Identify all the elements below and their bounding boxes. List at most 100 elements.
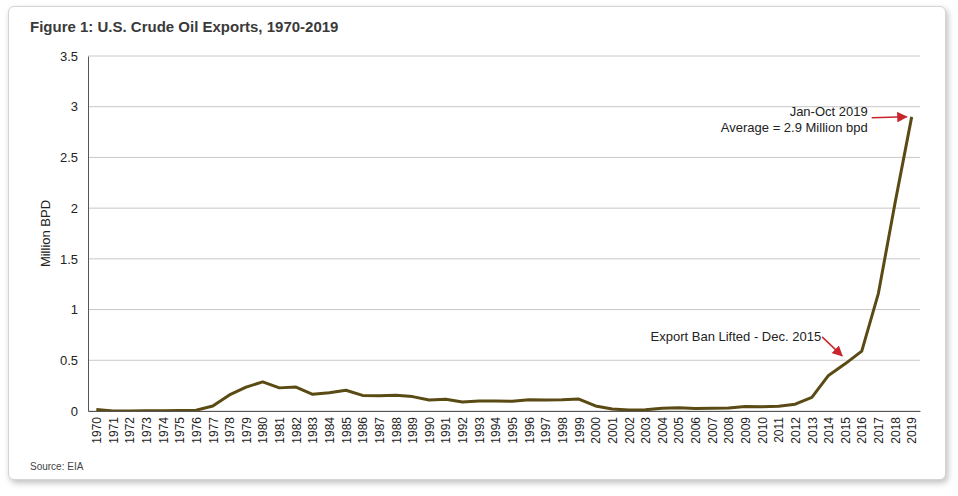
frame xyxy=(8,6,946,480)
x-tick: 2003 xyxy=(639,411,653,444)
annotation-arrow xyxy=(872,117,907,118)
data-line xyxy=(96,117,911,411)
x-tick-label: 2017 xyxy=(872,417,886,444)
grid-line xyxy=(88,309,920,310)
x-tick: 2011 xyxy=(772,411,786,443)
x-tick: 2018 xyxy=(889,411,903,444)
x-tick-label: 1975 xyxy=(173,417,187,444)
x-tick: 2002 xyxy=(623,411,637,444)
x-tick: 2014 xyxy=(822,411,836,444)
x-tick-label: 1982 xyxy=(290,417,304,444)
x-tick-label: 1974 xyxy=(157,417,171,444)
x-tick: 1989 xyxy=(406,411,420,444)
x-tick: 1975 xyxy=(173,411,187,444)
x-tick: 2008 xyxy=(722,411,736,444)
x-tick-label: 1981 xyxy=(273,417,287,444)
x-tick-label: 2015 xyxy=(839,417,853,444)
x-tick: 1991 xyxy=(439,411,453,444)
x-tick-label: 1998 xyxy=(556,417,570,444)
x-tick: 1998 xyxy=(556,411,570,444)
x-tick-label: 1970 xyxy=(90,417,104,444)
x-tick-label: 2010 xyxy=(756,417,770,444)
x-tick-label: 2009 xyxy=(739,417,753,444)
x-tick-label: 2011 xyxy=(772,417,786,443)
x-tick: 1973 xyxy=(140,411,154,444)
y-tick: 3.5 xyxy=(60,49,88,64)
x-tick: 2000 xyxy=(589,411,603,444)
x-tick-label: 2013 xyxy=(806,417,820,444)
x-tick: 1977 xyxy=(207,411,221,444)
x-tick: 2006 xyxy=(689,411,703,444)
y-axis-title: Million BPD xyxy=(38,200,53,267)
x-tick-label: 2007 xyxy=(706,417,720,444)
x-tick: 1995 xyxy=(506,411,520,444)
x-tick: 2016 xyxy=(855,411,869,444)
x-tick-label: 1977 xyxy=(207,417,221,444)
x-tick: 1983 xyxy=(306,411,320,444)
x-tick-label: 2004 xyxy=(656,417,670,444)
grid-line xyxy=(88,157,920,158)
x-tick: 1982 xyxy=(290,411,304,444)
x-tick-label: 1991 xyxy=(439,417,453,444)
x-tick: 1976 xyxy=(190,411,204,444)
y-tick-label: 0.5 xyxy=(60,353,78,368)
y-tick: 3 xyxy=(71,99,88,114)
x-tick: 2007 xyxy=(706,411,720,444)
x-tick-label: 1994 xyxy=(489,417,503,444)
chart: Figure 1: U.S. Crude Oil Exports, 1970-2… xyxy=(0,0,958,496)
y-tick: 2 xyxy=(71,201,88,216)
title: Figure 1: U.S. Crude Oil Exports, 1970-2… xyxy=(30,18,338,35)
y-tick-label: 3.5 xyxy=(60,49,78,64)
x-tick-label: 2012 xyxy=(789,417,803,444)
x-tick: 2009 xyxy=(739,411,753,444)
grid-line xyxy=(88,208,920,209)
x-tick-label: 1992 xyxy=(456,417,470,444)
x-tick-label: 1983 xyxy=(306,417,320,444)
y-tick-label: 1 xyxy=(71,302,78,317)
x-tick-label: 1987 xyxy=(373,417,387,444)
annotations: Jan-Oct 2019Average = 2.9 Million bpd Exp… xyxy=(651,104,907,356)
x-tick-label: 2008 xyxy=(722,417,736,444)
x-tick-label: 2001 xyxy=(606,417,620,444)
x-tick-label: 2018 xyxy=(889,417,903,444)
x-tick-label: 1972 xyxy=(123,417,137,444)
x-tick-label: 1999 xyxy=(573,417,587,444)
x-tick-label: 1996 xyxy=(523,417,537,444)
y-tick-label: 1.5 xyxy=(60,252,78,267)
grid-line xyxy=(88,56,920,57)
x-tick: 2017 xyxy=(872,411,886,444)
x-tick: 1974 xyxy=(157,411,171,444)
annotation-arrow xyxy=(822,337,842,356)
y-tick: 1.5 xyxy=(60,252,88,267)
x-tick-label: 2002 xyxy=(623,417,637,444)
annotation-text: Jan-Oct 2019 xyxy=(790,104,868,119)
x-tick: 1985 xyxy=(340,411,354,444)
y-tick-label: 3 xyxy=(71,99,78,114)
x-tick: 1970 xyxy=(90,411,104,444)
marks xyxy=(96,117,911,411)
x-tick-label: 1978 xyxy=(223,417,237,444)
y-tick-label: 0 xyxy=(71,404,78,419)
x-tick-label: 1986 xyxy=(356,417,370,444)
x-tick: 1999 xyxy=(573,411,587,444)
x-tick: 2019 xyxy=(905,411,919,444)
x-tick-label: 1990 xyxy=(423,417,437,444)
y-tick-label: 2 xyxy=(71,201,78,216)
x-tick: 2015 xyxy=(839,411,853,444)
x-tick-label: 1979 xyxy=(240,417,254,444)
x-tick: 1993 xyxy=(473,411,487,444)
annotation-text: Average = 2.9 Million bpd xyxy=(721,120,868,135)
x-tick: 1980 xyxy=(256,411,270,444)
x-tick-label: 2014 xyxy=(822,417,836,444)
x-tick-label: 2006 xyxy=(689,417,703,444)
x-tick: 1972 xyxy=(123,411,137,444)
x-tick-label: 2000 xyxy=(589,417,603,444)
x-tick-label: 1988 xyxy=(390,417,404,444)
x-axis: 1970197119721973197419751976197719781979… xyxy=(89,411,921,444)
annotation-text: Export Ban Lifted - Dec. 2015 xyxy=(651,329,822,344)
x-tick: 1984 xyxy=(323,411,337,444)
x-tick-label: 1997 xyxy=(539,417,553,444)
x-tick: 1990 xyxy=(423,411,437,444)
grid-line xyxy=(88,360,920,361)
x-tick: 1987 xyxy=(373,411,387,444)
